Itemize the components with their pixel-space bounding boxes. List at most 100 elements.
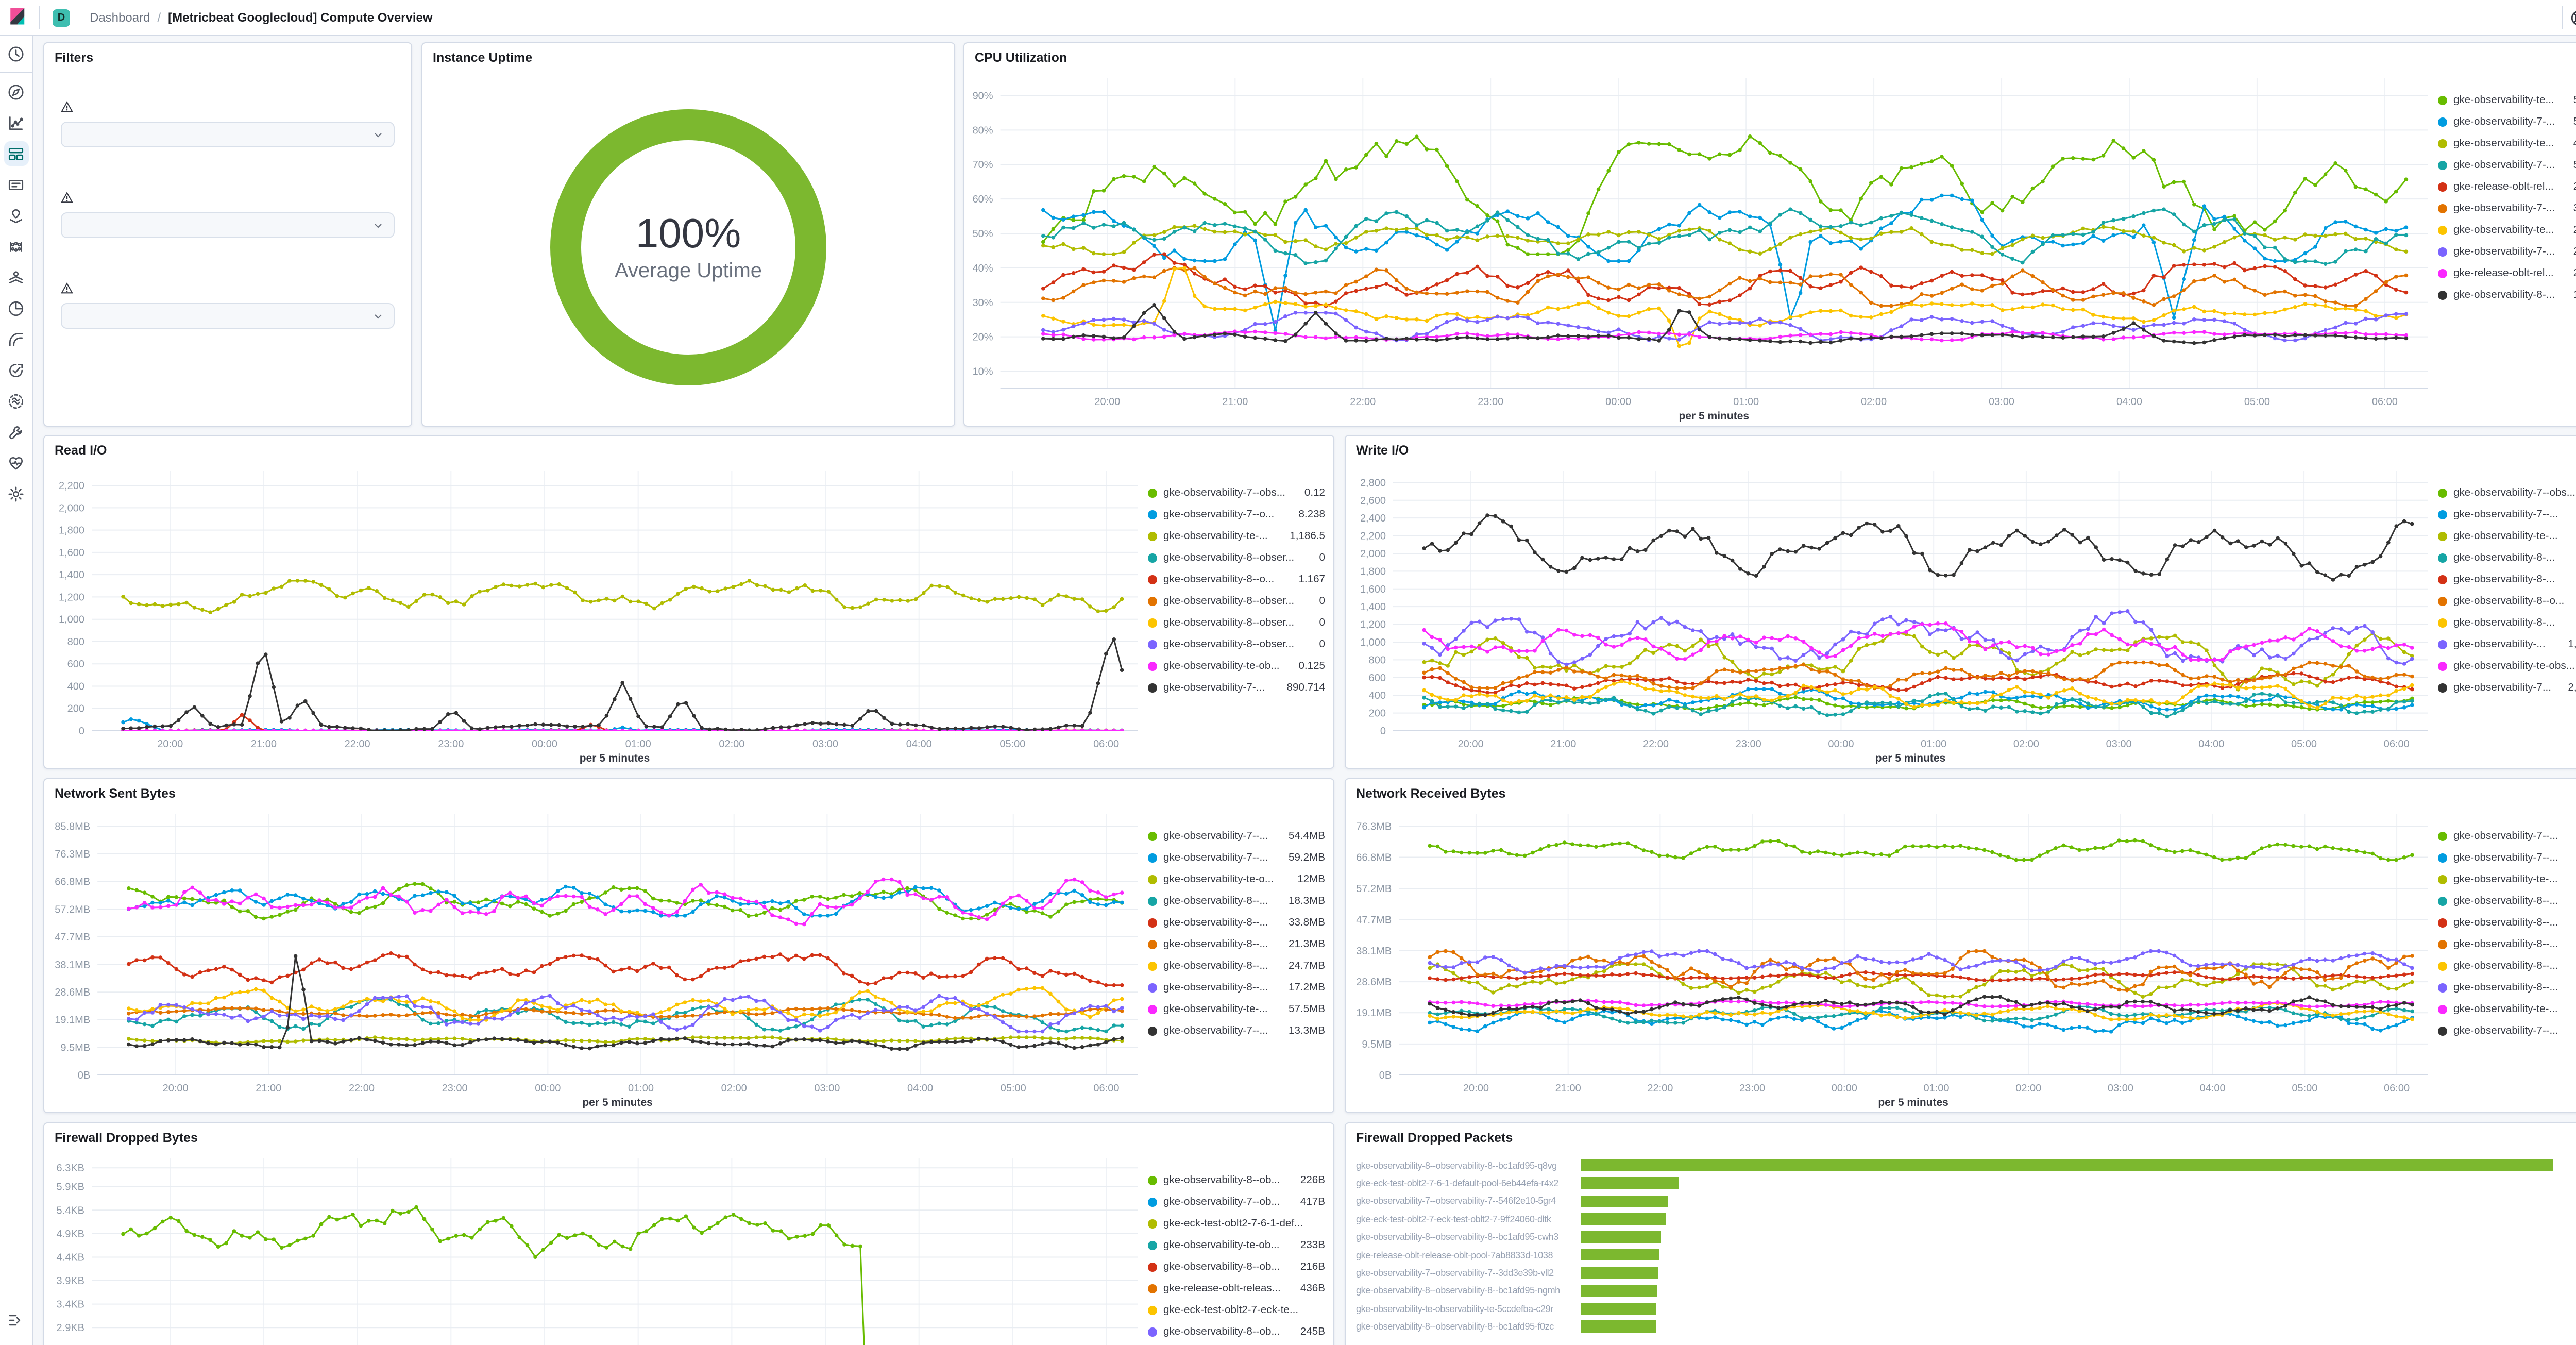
kibana-logo-icon[interactable]	[9, 8, 28, 27]
write-io-chart-canvas[interactable]: 20:00 21:00 22:00 23:00 00:00 01:00 02:00 03:00…	[1350, 459, 2434, 766]
legend-item[interactable]: gke-observability-8--ob... 226B	[1148, 1170, 1325, 1191]
sidebar-item-recently-viewed[interactable]	[4, 41, 28, 66]
legend-item[interactable]: gke-observability-7--ob... 417B	[1148, 1191, 1325, 1213]
sidebar-item-dashboard[interactable]	[4, 141, 28, 166]
legend-item[interactable]: gke-observability-te-...618.643	[2438, 526, 2576, 547]
legend-item[interactable]: gke-observability-... 1,088.875	[2438, 634, 2576, 655]
legend-item[interactable]: gke-observability-8--... 17.2MB	[1148, 977, 1325, 999]
firewall-dropped-bytes-chart-canvas[interactable]: 20:0021:0022:0023:0000:0001:0002:0003:00…	[48, 1146, 1144, 1345]
bar[interactable]	[1581, 1213, 1667, 1225]
legend-item[interactable]: gke-observability-8-... 18.924%	[2438, 284, 2576, 306]
bar[interactable]	[1581, 1320, 1656, 1333]
bar[interactable]	[1581, 1231, 1662, 1243]
legend-item[interactable]: gke-observability-te-obs...740	[2438, 655, 2576, 677]
legend-item[interactable]: gke-observability-7--... 59.2MB	[1148, 847, 1325, 869]
legend-item[interactable]: gke-observability-7-... 34.093%	[2438, 198, 2576, 220]
cpu-utilization-chart-canvas[interactable]: 20:00 21:00 22:00 23:00 00:00 01:00 02:00 03:00…	[969, 66, 2434, 424]
legend-item[interactable]: gke-observability-te-ob... 233B	[1148, 1235, 1325, 1256]
bar[interactable]	[1581, 1267, 1658, 1279]
sidebar-item-logs[interactable]	[4, 296, 28, 321]
legend-item[interactable]: gke-observability-8--...18.1MB	[2438, 955, 2576, 977]
bar[interactable]	[1581, 1249, 1659, 1261]
legend-item[interactable]: gke-observability-7... 2,379.714	[2438, 677, 2576, 699]
legend-item[interactable]: gke-release-oblt-rel... 29.869%	[2438, 176, 2576, 198]
network-sent-bytes-chart-canvas[interactable]: 20:00 21:00 22:00 23:00 00:00 01:00 02:00 03:00…	[48, 802, 1144, 1110]
legend-item[interactable]: gke-observability-7-... 26.861%	[2438, 241, 2576, 263]
legend-item[interactable]: gke-observability-te-o... 12MB	[1148, 869, 1325, 890]
legend-item[interactable]: gke-observability-8--ob... 245B	[1148, 1321, 1325, 1343]
sidebar-item-management[interactable]	[4, 481, 28, 506]
legend-item[interactable]: gke-observability-8--...31.1MB	[2438, 912, 2576, 934]
legend-item[interactable]: gke-observability-8--obser... 0	[1148, 591, 1325, 612]
legend-item[interactable]: gke-observability-7--...13.8MB	[2438, 847, 2576, 869]
sidebar-item-canvas[interactable]	[4, 172, 28, 197]
legend-item[interactable]: gke-observability-te-... 57.5MB	[1148, 999, 1325, 1020]
legend-item[interactable]: gke-observability-7-... 53.193%	[2438, 111, 2576, 133]
network-received-bytes-chart-canvas[interactable]: 20:00 21:00 22:00 23:00 00:00 01:00 02:00 03:00…	[1350, 802, 2434, 1110]
sidebar-item-dev-tools[interactable]	[4, 419, 28, 444]
sidebar-item-stack-monitoring[interactable]	[4, 450, 28, 475]
bar[interactable]	[1581, 1285, 1657, 1297]
sidebar-item-apm[interactable]	[4, 327, 28, 351]
legend-item[interactable]: gke-observability-te-...24.1MB	[2438, 869, 2576, 890]
bar[interactable]	[1581, 1177, 1679, 1189]
legend-item[interactable]: gke-observability-8--...25.8MB	[2438, 934, 2576, 955]
bar[interactable]	[1581, 1303, 1656, 1315]
legend-item[interactable]: gke-observability-8--...18.4MB	[2438, 890, 2576, 912]
collapse-menu-icon[interactable]	[3, 1308, 28, 1333]
read-io-chart-canvas[interactable]: 20:00 21:00 22:00 23:00 00:00 01:00 02:00 03:00…	[48, 459, 1144, 766]
legend-item[interactable]: gke-observability-8-...303.375	[2438, 612, 2576, 634]
legend-item[interactable]: gke-observability-7--ob...258B	[1148, 1343, 1325, 1345]
legend-item[interactable]: gke-eck-test-oblt2-7-eck-te...	[1148, 1300, 1325, 1321]
firewall-dropped-packets-chart-canvas[interactable]: gke-observability-8--observability-8--bc…	[1356, 1156, 2576, 1336]
legend-item[interactable]: gke-observability-8--obser... 0	[1148, 634, 1325, 655]
sidebar-item-siem[interactable]	[4, 389, 28, 413]
legend-item[interactable]: gke-observability-7--obs...284	[2438, 482, 2576, 504]
legend-item[interactable]: gke-observability-7--...66.6MB	[2438, 826, 2576, 847]
legend-item[interactable]: gke-observability-8--... 18.3MB	[1148, 890, 1325, 912]
space-avatar[interactable]: D	[53, 9, 70, 26]
legend-item[interactable]: gke-observability-8--... 33.8MB	[1148, 912, 1325, 934]
legend-item[interactable]: gke-observability-8--ob... 216B	[1148, 1256, 1325, 1278]
sidebar-item-discover[interactable]	[4, 79, 28, 104]
legend-item[interactable]: gke-observability-te-...21.9MB	[2438, 999, 2576, 1020]
legend-item[interactable]: gke-observability-te-... 1,186.5	[1148, 526, 1325, 547]
legend-item[interactable]: gke-eck-test-oblt2-7-6-1-def...	[1148, 1213, 1325, 1235]
legend-item[interactable]: gke-observability-8--o...919.5	[2438, 591, 2576, 612]
legend-item[interactable]: gke-observability-8--obser... 0	[1148, 612, 1325, 634]
legend-item[interactable]: gke-observability-8--o... 1.167	[1148, 569, 1325, 591]
legend-item[interactable]: gke-observability-te... 44.532%	[2438, 133, 2576, 155]
legend-item[interactable]: gke-release-oblt-releas... 436B	[1148, 1278, 1325, 1300]
legend-item[interactable]: gke-observability-7--... 13.3MB	[1148, 1020, 1325, 1042]
breadcrumb-dashboard-link[interactable]: Dashboard	[90, 10, 150, 25]
legend-item[interactable]: gke-observability-te-ob... 0.125	[1148, 655, 1325, 677]
legend-item[interactable]: gke-observability-8--obser... 0	[1148, 547, 1325, 569]
filter-select-account-id[interactable]	[61, 303, 395, 329]
legend-item[interactable]: gke-observability-te... 51.622%	[2438, 90, 2576, 111]
filter-select-availability-zone[interactable]	[61, 122, 395, 147]
legend-item[interactable]: gke-observability-7--... 54.4MB	[1148, 826, 1325, 847]
legend-item[interactable]: gke-observability-7-... 890.714	[1148, 677, 1325, 699]
legend-item[interactable]: gke-observability-7--o... 8.238	[1148, 504, 1325, 526]
filter-select-instance-name[interactable]	[61, 212, 395, 238]
legend-item[interactable]: gke-observability-te... 27.599%	[2438, 220, 2576, 241]
sidebar-item-machine-learning[interactable]	[4, 234, 28, 259]
bar[interactable]	[1581, 1195, 1668, 1207]
svg-text:28.6MB: 28.6MB	[55, 987, 90, 998]
legend-item[interactable]: gke-observability-7--obs... 0.12	[1148, 482, 1325, 504]
sidebar-item-maps[interactable]	[4, 203, 28, 228]
legend-item[interactable]: gke-release-oblt-rel... 20.335%	[2438, 263, 2576, 284]
legend-item[interactable]: gke-observability-7--...26.8MB	[2438, 1020, 2576, 1042]
legend-item[interactable]: gke-observability-8--... 21.3MB	[1148, 934, 1325, 955]
legend-item[interactable]: gke-observability-8--...35.2MB	[2438, 977, 2576, 999]
legend-item[interactable]: gke-observability-8--... 24.7MB	[1148, 955, 1325, 977]
legend-item[interactable]: gke-observability-7-... 51.072%	[2438, 155, 2576, 176]
legend-item[interactable]: gke-observability-7--...206.81	[2438, 504, 2576, 526]
help-icon[interactable]	[2563, 2, 2576, 33]
legend-item[interactable]: gke-observability-8-...289.692	[2438, 547, 2576, 569]
sidebar-item-metrics[interactable]	[4, 265, 28, 290]
sidebar-item-visualize[interactable]	[4, 110, 28, 135]
legend-item[interactable]: gke-observability-8-...627.417	[2438, 569, 2576, 591]
sidebar-item-uptime[interactable]	[4, 358, 28, 382]
bar[interactable]	[1581, 1159, 2553, 1171]
